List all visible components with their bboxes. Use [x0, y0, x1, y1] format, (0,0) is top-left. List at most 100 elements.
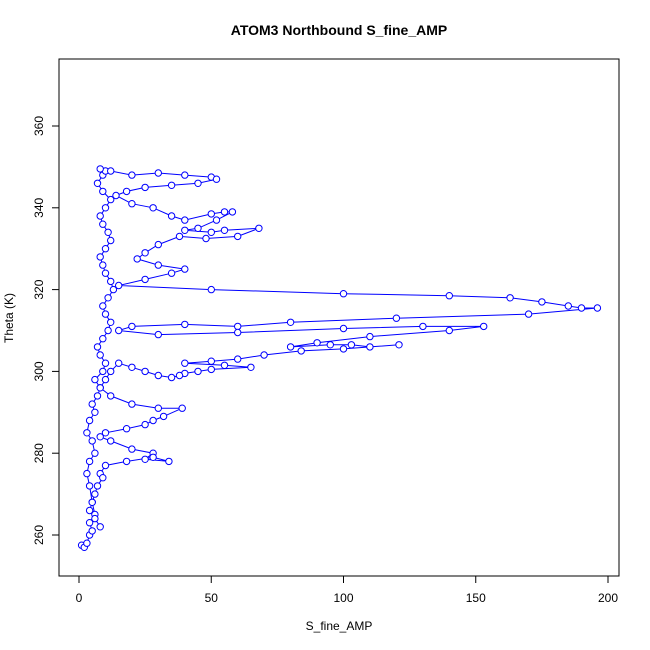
data-point — [101, 461, 110, 470]
data-point — [313, 339, 321, 347]
data-point — [286, 318, 295, 326]
data-point — [96, 523, 104, 531]
data-point — [202, 234, 210, 243]
data-point — [91, 375, 99, 384]
y-tick-label: 260 — [32, 525, 46, 545]
x-tick-label: 100 — [333, 591, 353, 605]
data-point — [99, 187, 107, 196]
data-point — [104, 326, 112, 335]
x-axis-label: S_fine_AMP — [306, 619, 373, 633]
data-point — [366, 343, 374, 351]
data-point — [83, 469, 91, 478]
data-point — [107, 195, 115, 204]
data-point — [107, 167, 115, 175]
data-point — [167, 373, 176, 382]
data-point — [207, 228, 216, 237]
data-point — [88, 498, 96, 506]
data-point — [524, 310, 533, 318]
data-point — [445, 292, 453, 300]
y-tick-label: 360 — [32, 116, 46, 136]
data-point — [107, 437, 115, 445]
data-point — [175, 232, 184, 241]
data-point — [128, 445, 136, 453]
data-point — [96, 212, 104, 220]
data-point — [255, 224, 263, 233]
data-point — [91, 514, 99, 523]
data-point — [85, 482, 94, 490]
data-point — [91, 449, 99, 457]
data-point — [220, 208, 229, 216]
data-point — [228, 208, 237, 216]
data-point — [141, 183, 149, 192]
data-point — [112, 191, 120, 200]
data-point — [101, 245, 110, 253]
data-point — [99, 335, 107, 343]
data-point — [154, 330, 163, 339]
data-point — [128, 200, 136, 208]
data-point — [99, 220, 107, 228]
data-point — [167, 212, 176, 220]
data-point — [93, 392, 102, 400]
data-point — [154, 240, 163, 249]
data-point — [564, 302, 572, 310]
data-point — [181, 265, 189, 273]
data-point — [445, 326, 453, 335]
data-point — [93, 482, 102, 490]
data-point — [128, 322, 136, 331]
data-point — [122, 425, 131, 433]
data-point — [247, 363, 255, 371]
data-point — [101, 375, 110, 384]
data-point — [85, 519, 94, 527]
data-point — [115, 326, 123, 335]
data-point — [339, 324, 348, 333]
data-point — [154, 371, 163, 380]
data-point — [234, 232, 242, 241]
data-point — [260, 351, 268, 359]
data-point — [207, 210, 216, 218]
data-point — [99, 474, 107, 482]
data-point — [101, 310, 110, 318]
data-point — [83, 539, 91, 547]
data-point — [392, 314, 401, 322]
data-point — [194, 224, 202, 233]
data-point — [212, 216, 221, 224]
data-point — [366, 332, 374, 341]
series-layer — [77, 165, 602, 551]
data-point — [122, 457, 131, 466]
data-point — [234, 328, 242, 337]
data-point — [220, 226, 229, 235]
data-point — [99, 261, 107, 269]
data-point — [297, 347, 305, 355]
data-point — [326, 341, 334, 349]
data-point — [480, 322, 488, 331]
data-point — [104, 228, 112, 237]
data-point — [159, 412, 168, 421]
data-point — [286, 343, 295, 351]
data-point — [234, 355, 242, 363]
data-point — [109, 285, 118, 294]
data-point — [83, 429, 91, 437]
data-point — [104, 294, 112, 302]
x-tick-label: 150 — [466, 591, 486, 605]
data-point — [181, 226, 189, 235]
data-point — [85, 457, 94, 466]
data-point — [395, 341, 403, 349]
data-point — [88, 527, 96, 535]
x-axis: 0 50 100 150 200 — [76, 575, 618, 605]
data-point — [181, 320, 189, 329]
data-point — [115, 281, 123, 290]
data-point — [101, 429, 110, 437]
data-point — [107, 367, 115, 376]
data-point — [141, 275, 149, 284]
data-point — [99, 367, 107, 376]
data-point — [207, 285, 216, 294]
data-point — [96, 351, 104, 359]
data-point — [128, 363, 136, 371]
y-tick-label: 320 — [32, 279, 46, 299]
data-point — [154, 404, 163, 412]
data-point — [207, 365, 216, 374]
data-point — [234, 322, 242, 331]
data-point — [149, 204, 157, 212]
